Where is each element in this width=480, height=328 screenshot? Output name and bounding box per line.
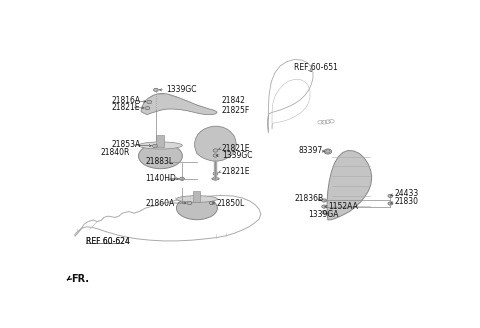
Text: REF 60-624: REF 60-624 [86,237,130,246]
Circle shape [322,205,326,208]
Text: 21821E: 21821E [111,103,140,112]
Text: 21836B: 21836B [294,195,324,203]
Circle shape [209,201,214,205]
Circle shape [325,150,330,153]
Circle shape [147,100,152,104]
Circle shape [213,172,218,175]
Ellipse shape [177,196,217,202]
Circle shape [213,154,218,157]
Text: 21842
21825F: 21842 21825F [222,96,250,115]
Polygon shape [195,126,236,161]
Text: 21883L: 21883L [145,157,174,166]
Text: 1339GC: 1339GC [166,85,196,94]
Circle shape [180,177,184,180]
Text: 21853A: 21853A [111,140,141,150]
Circle shape [145,106,150,110]
Text: 21860A: 21860A [145,198,175,208]
Text: 24433: 24433 [395,190,419,198]
Text: 21850L: 21850L [216,198,244,208]
Polygon shape [327,151,372,220]
FancyBboxPatch shape [156,135,164,148]
Circle shape [322,211,326,214]
Circle shape [153,144,157,148]
Circle shape [388,202,393,205]
Text: REF 60-624: REF 60-624 [86,237,130,246]
Text: 21821E: 21821E [222,167,251,176]
Ellipse shape [177,196,217,220]
Text: 83397: 83397 [298,147,323,155]
Text: 1339GC: 1339GC [222,151,252,160]
Text: 21840R: 21840R [101,148,130,156]
Text: 1140HD: 1140HD [145,174,177,183]
Ellipse shape [139,143,182,169]
FancyBboxPatch shape [193,192,200,201]
Text: FR.: FR. [71,274,89,284]
Text: 21821E: 21821E [222,144,251,153]
Circle shape [388,194,393,197]
Text: 21816A: 21816A [111,96,141,105]
Text: REF 60-651: REF 60-651 [294,63,337,72]
Ellipse shape [212,177,219,180]
Text: 21830: 21830 [395,197,419,206]
Circle shape [187,201,192,205]
Text: 1339GA: 1339GA [309,210,339,219]
Circle shape [154,88,158,92]
Text: 1152AA: 1152AA [328,202,358,211]
Polygon shape [141,93,217,114]
Circle shape [322,199,326,202]
Circle shape [213,149,218,152]
Ellipse shape [139,142,182,149]
